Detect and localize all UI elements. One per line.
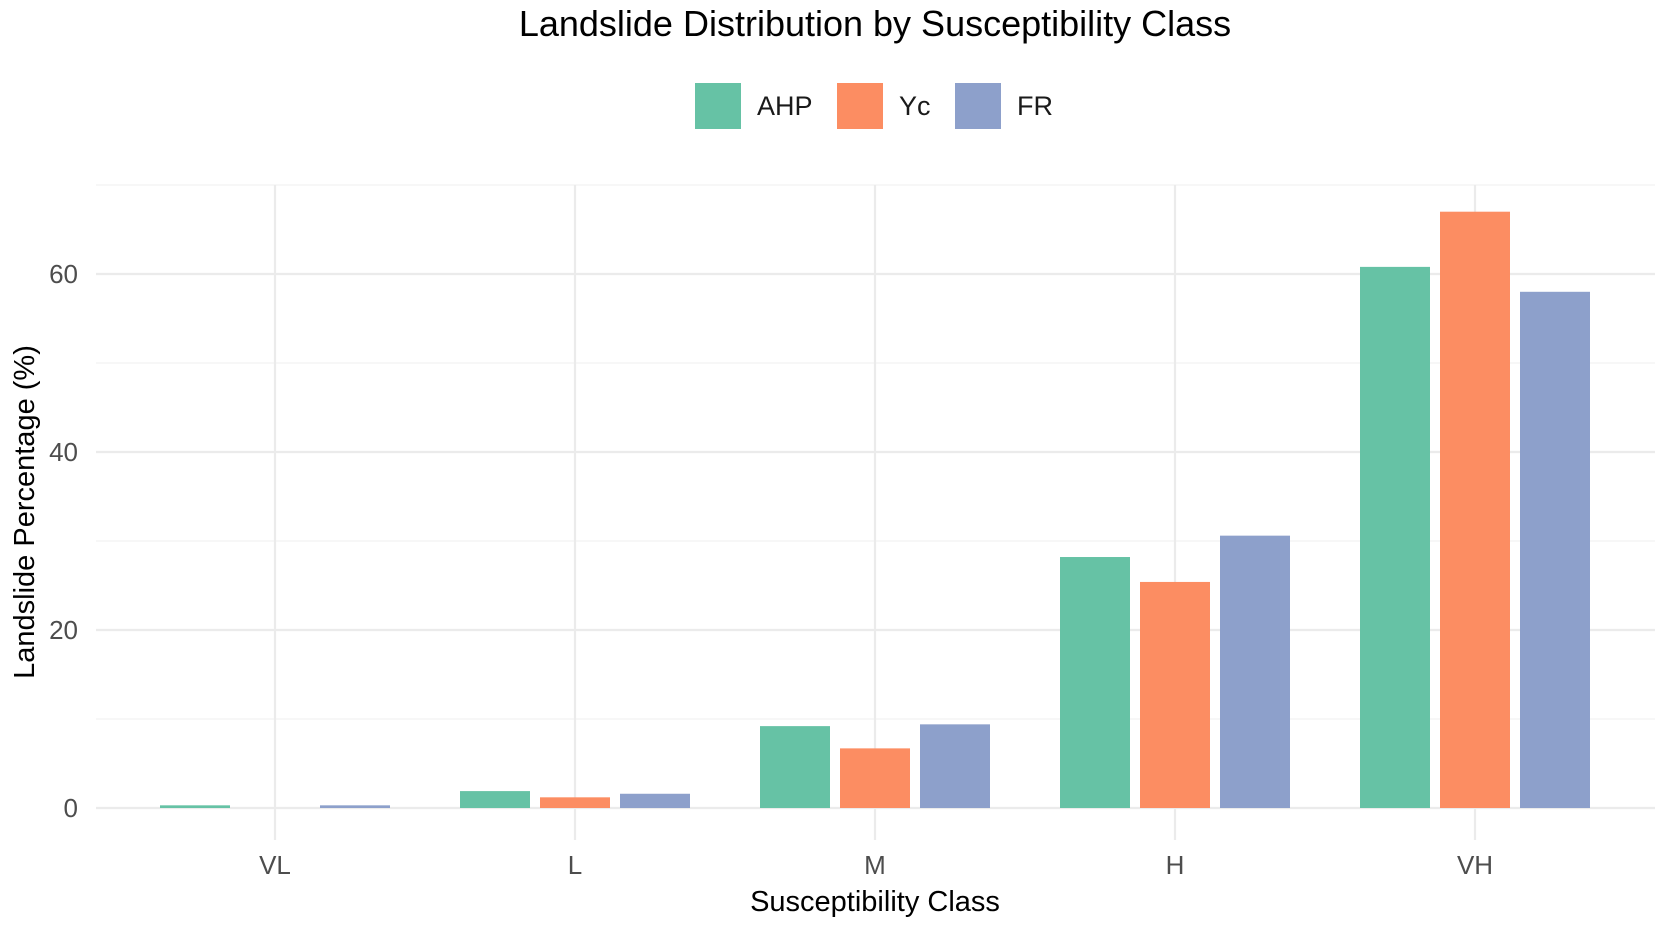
x-tick-label: H — [1166, 850, 1185, 880]
bar-ahp-h — [1060, 557, 1130, 808]
bar-ahp-m — [760, 726, 830, 808]
bar-fr-m — [920, 724, 990, 808]
legend-key — [837, 83, 883, 129]
bars — [160, 211, 1590, 808]
bar-yc-m — [840, 748, 910, 808]
legend: AHP Yc FR — [695, 83, 1053, 129]
x-tick-label: VL — [259, 850, 291, 880]
y-tick-label: 40 — [49, 437, 78, 467]
bar-fr-h — [1220, 535, 1290, 808]
legend-label: FR — [1017, 91, 1053, 121]
x-axis-ticks: VL L M H VH — [259, 850, 1493, 880]
y-tick-label: 20 — [49, 615, 78, 645]
legend-key — [955, 83, 1001, 129]
legend-item-fr: FR — [955, 83, 1053, 129]
chart-title: Landslide Distribution by Susceptibility… — [519, 3, 1231, 44]
bar-fr-vh — [1520, 291, 1590, 808]
x-tick-label: VH — [1457, 850, 1493, 880]
bar-yc-l — [540, 797, 610, 808]
legend-label: AHP — [757, 91, 813, 121]
bar-yc-h — [1140, 581, 1210, 808]
bar-ahp-vl — [160, 805, 230, 808]
x-tick-label: L — [568, 850, 582, 880]
legend-item-yc: Yc — [837, 83, 931, 129]
legend-item-ahp: AHP — [695, 83, 813, 129]
y-tick-label: 0 — [64, 793, 78, 823]
bar-ahp-vh — [1360, 266, 1430, 808]
y-tick-label: 60 — [49, 259, 78, 289]
y-axis-title: Landslide Percentage (%) — [9, 345, 41, 679]
bar-fr-l — [620, 793, 690, 808]
x-axis-title: Susceptibility Class — [750, 886, 1000, 918]
y-axis-ticks: 0 20 40 60 — [49, 259, 78, 823]
bar-yc-vh — [1440, 211, 1510, 808]
bar-fr-vl — [320, 805, 390, 808]
x-tick-label: M — [864, 850, 886, 880]
legend-label: Yc — [899, 91, 931, 121]
bar-ahp-l — [460, 791, 530, 808]
legend-key — [695, 83, 741, 129]
